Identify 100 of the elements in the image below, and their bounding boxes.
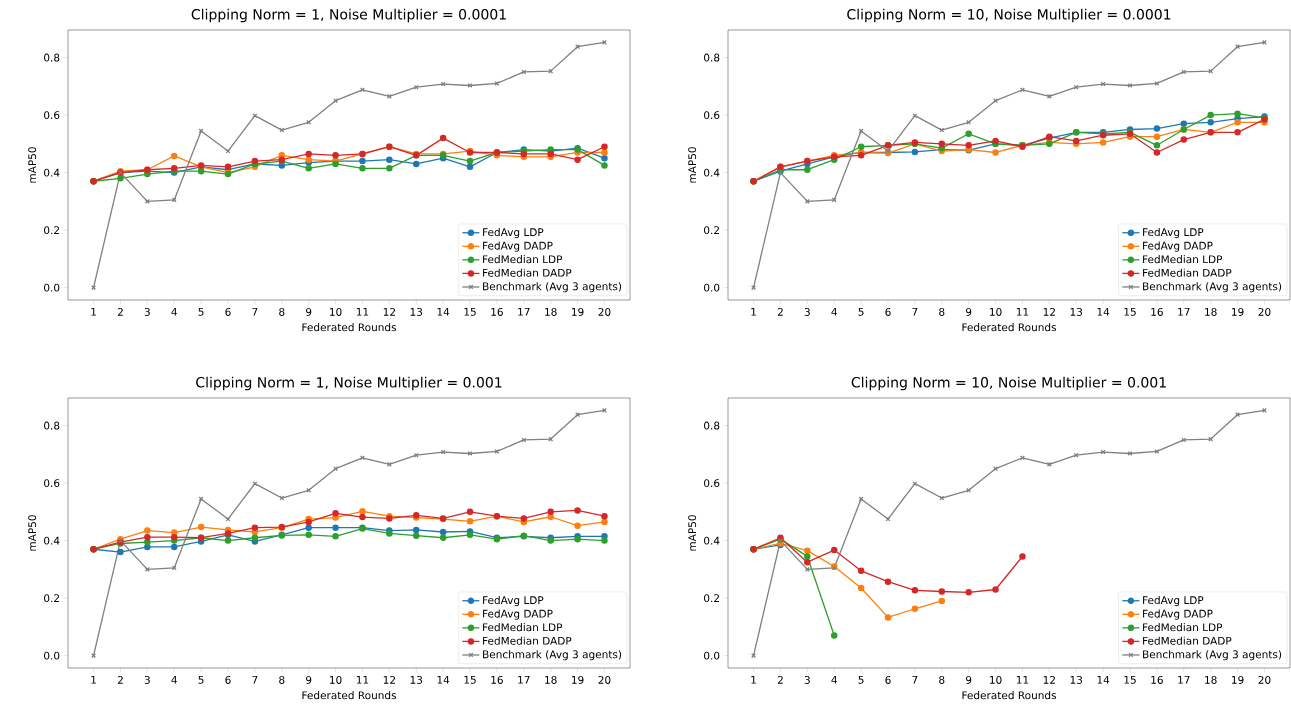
x-tick-label: 11 <box>356 307 369 316</box>
x-tick-label: 5 <box>858 675 864 684</box>
x-tick-label: 14 <box>1097 675 1110 684</box>
x-tick-label: 2 <box>117 307 123 316</box>
legend-label: FedAvg DADP <box>483 241 553 252</box>
x-tick-label: 5 <box>858 307 864 316</box>
x-tick-label: 11 <box>356 675 369 684</box>
x-tick-label: 10 <box>330 307 342 316</box>
y-tick-label: 0.8 <box>704 421 720 430</box>
y-tick-label: 0.8 <box>44 421 60 430</box>
chart-title: Clipping Norm = 1, Noise Multiplier = 0.0001 <box>191 8 506 23</box>
x-tick-label: 19 <box>1232 675 1244 684</box>
x-tick-label: 7 <box>252 307 258 316</box>
chart-title: Clipping Norm = 10, Noise Multiplier = 0.0001 <box>847 8 1171 23</box>
x-tick-label: 7 <box>912 675 918 684</box>
x-tick-label: 6 <box>885 675 891 684</box>
y-axis-title: mAP50 <box>688 515 697 551</box>
x-tick-label: 4 <box>831 675 837 684</box>
y-tick-label: 0.4 <box>44 536 60 545</box>
x-tick-label: 1 <box>751 307 756 316</box>
y-tick-label: 0.6 <box>704 111 720 120</box>
y-tick-label: 0.2 <box>44 594 59 603</box>
x-tick-label: 19 <box>572 307 584 316</box>
x-tick-label: 14 <box>437 675 450 684</box>
x-tick-label: 13 <box>1070 307 1083 316</box>
x-tick-label: 1 <box>91 307 96 316</box>
x-tick-label: 13 <box>410 307 423 316</box>
x-tick-label: 14 <box>1097 307 1110 316</box>
x-tick-label: 11 <box>1016 675 1029 684</box>
x-tick-label: 16 <box>1151 307 1163 316</box>
x-tick-label: 17 <box>1178 675 1190 684</box>
chart-title: Clipping Norm = 10, Noise Multiplier = 0.001 <box>851 376 1166 391</box>
y-tick-label: 0.4 <box>704 536 720 545</box>
x-tick-label: 15 <box>1124 307 1136 316</box>
x-axis-title: Federated Rounds <box>962 323 1057 332</box>
y-tick-label: 0.8 <box>704 53 720 62</box>
x-axis-title: Federated Rounds <box>302 691 397 700</box>
x-tick-label: 8 <box>279 675 285 684</box>
x-tick-label: 12 <box>383 675 395 684</box>
x-tick-label: 5 <box>198 675 204 684</box>
legend-label: Benchmark (Avg 3 agents) <box>1143 650 1282 661</box>
x-tick-label: 18 <box>1205 675 1217 684</box>
legend-label: FedMedian LDP <box>1143 255 1223 264</box>
x-tick-label: 5 <box>198 307 204 316</box>
x-tick-label: 20 <box>1258 307 1271 316</box>
x-tick-label: 16 <box>491 675 503 684</box>
x-tick-label: 20 <box>1258 675 1271 684</box>
x-tick-label: 10 <box>330 675 342 684</box>
x-axis-title: Federated Rounds <box>962 691 1057 700</box>
x-tick-label: 2 <box>777 675 783 684</box>
x-tick-label: 8 <box>279 307 285 316</box>
x-tick-label: 10 <box>990 675 1002 684</box>
y-tick-label: 0.0 <box>704 651 720 660</box>
x-tick-label: 12 <box>1043 307 1055 316</box>
x-tick-label: 4 <box>171 675 177 684</box>
chart-title: Clipping Norm = 1, Noise Multiplier = 0.001 <box>196 376 502 391</box>
x-tick-label: 20 <box>598 307 611 316</box>
x-tick-label: 14 <box>437 307 450 316</box>
legend-label: FedMedian DADP <box>1143 636 1232 645</box>
x-tick-label: 7 <box>912 307 918 316</box>
x-tick-label: 18 <box>545 307 557 316</box>
y-tick-label: 0.0 <box>44 283 60 292</box>
x-tick-label: 1 <box>91 675 96 684</box>
x-tick-label: 4 <box>831 307 837 316</box>
x-tick-label: 13 <box>410 675 423 684</box>
x-tick-label: 15 <box>1124 675 1136 684</box>
legend-label: FedMedian LDP <box>1143 623 1223 632</box>
y-tick-label: 0.6 <box>44 479 60 488</box>
y-axis-title: mAP50 <box>28 515 37 551</box>
legend-label: FedAvg LDP <box>1143 227 1204 239</box>
y-tick-label: 0.6 <box>704 479 720 488</box>
x-tick-label: 18 <box>1205 307 1217 316</box>
legend-label: FedMedian DADP <box>1143 268 1232 277</box>
y-tick-label: 0.2 <box>704 594 719 603</box>
x-tick-label: 1 <box>751 675 756 684</box>
x-tick-label: 8 <box>939 307 945 316</box>
y-tick-label: 0.4 <box>704 168 720 177</box>
legend-label: Benchmark (Avg 3 agents) <box>483 282 622 293</box>
legend-label: FedMedian DADP <box>483 268 572 277</box>
x-tick-label: 7 <box>252 675 258 684</box>
x-tick-label: 3 <box>804 675 810 684</box>
x-tick-label: 20 <box>598 675 611 684</box>
x-tick-label: 12 <box>383 307 395 316</box>
x-tick-label: 11 <box>1016 307 1029 316</box>
legend-label: FedAvg DADP <box>1143 609 1213 620</box>
y-tick-label: 0.0 <box>704 283 720 292</box>
x-tick-label: 9 <box>305 307 312 316</box>
y-tick-label: 0.8 <box>44 53 60 62</box>
x-tick-label: 9 <box>305 675 312 684</box>
y-axis-title: mAP50 <box>688 147 697 183</box>
x-tick-label: 9 <box>965 307 972 316</box>
x-tick-label: 12 <box>1043 675 1055 684</box>
y-tick-label: 0.4 <box>44 168 60 177</box>
legend-label: FedAvg LDP <box>483 595 544 607</box>
x-tick-label: 6 <box>225 307 231 316</box>
x-axis-title: Federated Rounds <box>302 323 397 332</box>
legend-label: FedMedian LDP <box>483 255 563 264</box>
x-tick-label: 17 <box>518 307 530 316</box>
legend-label: Benchmark (Avg 3 agents) <box>1143 282 1282 293</box>
x-tick-label: 18 <box>545 675 557 684</box>
